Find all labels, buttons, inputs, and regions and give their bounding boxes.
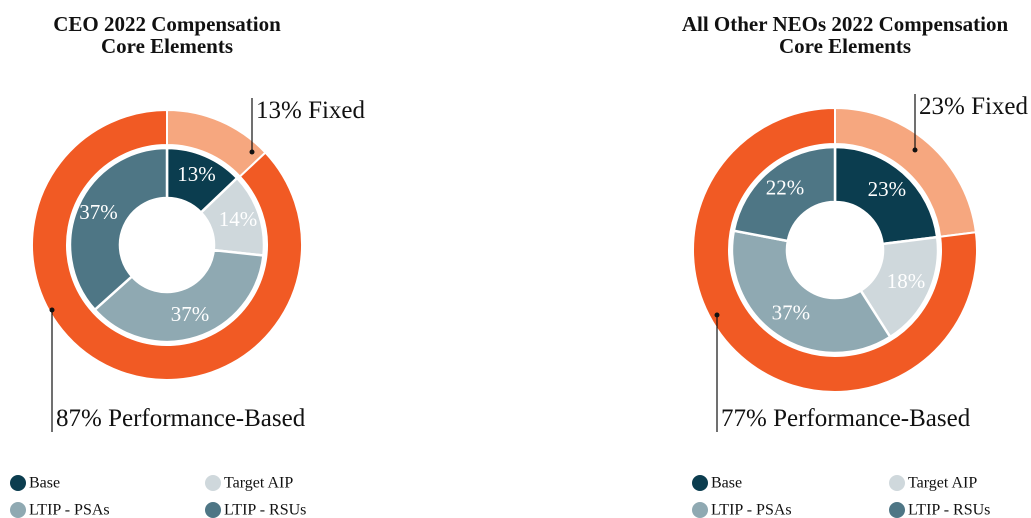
outer-segment xyxy=(692,106,978,393)
outer-value-label: 87% xyxy=(56,405,102,432)
legend-label: LTIP - PSAs xyxy=(29,502,110,518)
chart-title: Core Elements xyxy=(101,34,233,58)
outer-value-label: 13% xyxy=(256,97,302,124)
inner-label: 23% xyxy=(868,177,907,201)
outer-label: 13% Fixed xyxy=(256,97,366,124)
legend-label: Base xyxy=(29,475,60,492)
inner-segment xyxy=(730,229,892,355)
outer-value-label: 77% xyxy=(721,405,767,432)
outer-value-label: 23% xyxy=(919,93,965,120)
legend-swatch xyxy=(692,475,708,491)
legend-swatch xyxy=(889,502,905,518)
legend-swatch xyxy=(889,475,905,491)
outer-label: 23% Fixed xyxy=(919,93,1029,120)
legend-label: LTIP - RSUs xyxy=(908,502,990,518)
legend-label: LTIP - RSUs xyxy=(224,502,306,518)
inner-label: 22% xyxy=(766,175,805,199)
outer-category: Fixed xyxy=(971,93,1028,120)
inner-label: 13% xyxy=(177,162,216,186)
legend-swatch xyxy=(692,502,708,518)
inner-label: 18% xyxy=(887,269,926,293)
outer-label: 87% Performance-Based xyxy=(56,405,306,432)
inner-label: 37% xyxy=(772,301,811,325)
inner-segment xyxy=(833,145,939,246)
inner-label: 37% xyxy=(171,302,210,326)
inner-segment xyxy=(68,146,169,312)
inner-segment xyxy=(93,248,265,344)
outer-label: 77% Performance-Based xyxy=(721,405,971,432)
outer-segment xyxy=(31,108,303,381)
legend-label: LTIP - PSAs xyxy=(711,502,792,518)
legend-label: Target AIP xyxy=(908,475,977,492)
legend-swatch xyxy=(205,475,221,491)
legend-label: Base xyxy=(711,475,742,492)
chart-title: Core Elements xyxy=(779,34,911,58)
legend-label: Target AIP xyxy=(224,475,293,492)
legend-swatch xyxy=(205,502,221,518)
outer-category: Fixed xyxy=(308,97,365,124)
outer-category: Performance-Based xyxy=(108,405,306,432)
callout-dot xyxy=(714,312,720,318)
chart-title: CEO 2022 Compensation xyxy=(53,12,281,36)
inner-label: 14% xyxy=(219,207,258,231)
callout-dot xyxy=(49,307,55,313)
inner-label: 37% xyxy=(79,200,118,224)
callout-dot xyxy=(912,147,918,153)
legend-swatch xyxy=(10,502,26,518)
callout-dot xyxy=(249,149,255,155)
chart-title: All Other NEOs 2022 Compensation xyxy=(682,12,1009,36)
legend-swatch xyxy=(10,475,26,491)
outer-category: Performance-Based xyxy=(773,405,971,432)
inner-segment xyxy=(732,145,837,243)
